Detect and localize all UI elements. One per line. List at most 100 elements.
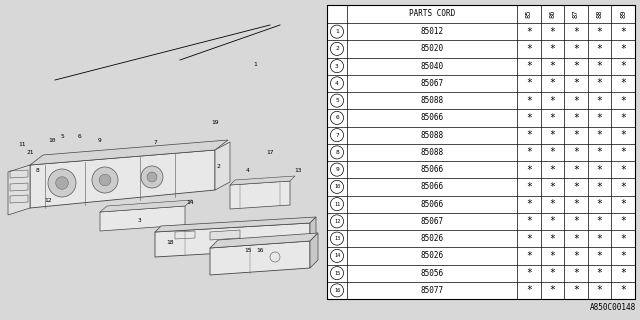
Text: *: * [526, 130, 532, 140]
Text: 85088: 85088 [420, 131, 444, 140]
Text: *: * [573, 216, 579, 226]
Text: *: * [550, 268, 556, 278]
Circle shape [330, 60, 344, 73]
Text: *: * [526, 44, 532, 54]
Text: 85066: 85066 [420, 113, 444, 122]
Text: 89: 89 [620, 10, 626, 18]
Text: *: * [550, 44, 556, 54]
Text: 86: 86 [549, 10, 556, 18]
Circle shape [330, 163, 344, 176]
Text: 15: 15 [334, 271, 340, 276]
Text: *: * [620, 44, 626, 54]
Text: *: * [620, 148, 626, 157]
Text: *: * [596, 234, 602, 244]
Text: *: * [526, 113, 532, 123]
Text: *: * [526, 78, 532, 88]
Text: *: * [573, 251, 579, 261]
Text: *: * [550, 164, 556, 175]
Text: 19: 19 [211, 119, 219, 124]
Text: *: * [550, 148, 556, 157]
Text: 3: 3 [138, 218, 142, 222]
Polygon shape [210, 241, 310, 275]
Circle shape [330, 267, 344, 280]
Text: 10: 10 [334, 184, 340, 189]
Polygon shape [210, 233, 318, 248]
Circle shape [330, 42, 344, 55]
Text: *: * [550, 199, 556, 209]
Text: 85012: 85012 [420, 27, 444, 36]
Text: 2: 2 [216, 164, 220, 170]
Text: *: * [526, 61, 532, 71]
Circle shape [330, 77, 344, 90]
Text: 10: 10 [48, 138, 56, 142]
Text: 13: 13 [294, 167, 301, 172]
Circle shape [56, 177, 68, 189]
Text: *: * [573, 96, 579, 106]
Text: *: * [620, 285, 626, 295]
Circle shape [330, 94, 344, 107]
Polygon shape [30, 150, 215, 208]
Polygon shape [155, 217, 316, 232]
Circle shape [330, 215, 344, 228]
Text: *: * [526, 148, 532, 157]
Text: *: * [596, 182, 602, 192]
Text: 85088: 85088 [420, 96, 444, 105]
Text: *: * [526, 96, 532, 106]
Text: *: * [573, 234, 579, 244]
Polygon shape [215, 142, 230, 190]
Text: *: * [550, 96, 556, 106]
Text: *: * [596, 96, 602, 106]
Text: *: * [526, 285, 532, 295]
Text: *: * [620, 96, 626, 106]
Text: *: * [526, 234, 532, 244]
Text: *: * [526, 216, 532, 226]
Polygon shape [30, 140, 228, 165]
Text: *: * [526, 27, 532, 36]
Text: *: * [620, 164, 626, 175]
Text: *: * [620, 78, 626, 88]
Text: 11: 11 [19, 142, 26, 148]
Text: 13: 13 [334, 236, 340, 241]
Text: *: * [573, 268, 579, 278]
Text: *: * [526, 182, 532, 192]
Text: 2: 2 [335, 46, 339, 52]
Text: 88: 88 [596, 10, 603, 18]
Text: *: * [573, 148, 579, 157]
Circle shape [330, 197, 344, 211]
Text: *: * [620, 251, 626, 261]
Text: *: * [573, 182, 579, 192]
Circle shape [330, 111, 344, 124]
Text: *: * [526, 199, 532, 209]
Text: *: * [596, 27, 602, 36]
Text: *: * [526, 164, 532, 175]
Text: *: * [596, 113, 602, 123]
Text: *: * [596, 164, 602, 175]
Text: *: * [596, 199, 602, 209]
Text: *: * [550, 216, 556, 226]
Text: 21: 21 [26, 149, 34, 155]
Text: 14: 14 [334, 253, 340, 258]
Circle shape [147, 172, 157, 182]
Text: 5: 5 [60, 134, 64, 140]
Text: 9: 9 [335, 167, 339, 172]
Polygon shape [155, 223, 310, 257]
Text: *: * [550, 182, 556, 192]
Bar [327, 5, 635, 299]
Polygon shape [100, 206, 185, 231]
Text: *: * [550, 251, 556, 261]
Text: 14: 14 [186, 199, 194, 204]
Text: 3: 3 [335, 64, 339, 68]
Text: *: * [550, 285, 556, 295]
Text: 4: 4 [335, 81, 339, 86]
Text: *: * [596, 44, 602, 54]
Circle shape [99, 174, 111, 186]
Bar [0, 0, 320, 320]
Text: 85067: 85067 [420, 79, 444, 88]
Polygon shape [100, 200, 192, 212]
Text: 85088: 85088 [420, 148, 444, 157]
Text: 85: 85 [526, 10, 532, 18]
Text: *: * [550, 234, 556, 244]
Text: *: * [573, 27, 579, 36]
Text: *: * [620, 182, 626, 192]
Text: 18: 18 [166, 239, 173, 244]
